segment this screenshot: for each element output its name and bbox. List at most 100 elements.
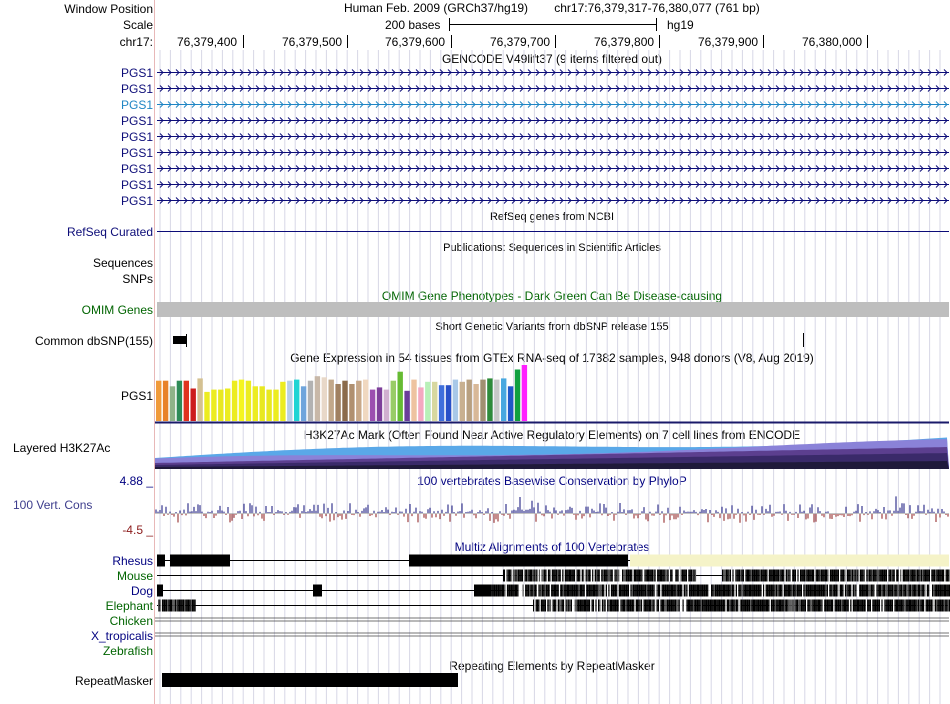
gtex-bar[interactable] (418, 387, 424, 421)
gtex-bar[interactable] (438, 385, 445, 421)
gtex-bar[interactable] (252, 386, 258, 421)
gencode-item-label-highlighted[interactable]: PGS1 (120, 98, 153, 112)
gtex-bar[interactable] (307, 380, 314, 421)
gtex-bar[interactable] (204, 391, 210, 421)
gencode-item-label[interactable]: PGS1 (120, 162, 153, 176)
gtex-bar[interactable] (501, 378, 507, 421)
gtex-bar[interactable] (363, 379, 369, 421)
gtex-bar[interactable] (231, 380, 238, 421)
gtex-bar[interactable] (156, 380, 162, 421)
gencode-item-label[interactable]: PGS1 (120, 82, 153, 96)
gtex-bar[interactable] (507, 386, 514, 421)
gtex-bar[interactable] (211, 389, 217, 421)
gtex-bar[interactable] (190, 388, 196, 422)
gtex-bar[interactable] (349, 384, 355, 421)
gtex-bar[interactable] (197, 378, 203, 421)
gtex-bar[interactable] (218, 389, 224, 421)
gtex-bar[interactable] (259, 386, 265, 421)
gencode-item-label[interactable]: PGS1 (120, 66, 153, 80)
snp-block[interactable] (173, 336, 186, 344)
gtex-bar[interactable] (480, 379, 486, 421)
alignment-base (648, 599, 650, 612)
gencode-item-label[interactable]: PGS1 (120, 130, 153, 144)
alignment-base (687, 599, 689, 612)
gtex-bar[interactable] (432, 381, 438, 421)
alignment-base (664, 584, 666, 597)
gencode-transcript[interactable] (157, 165, 949, 172)
gtex-bar[interactable] (245, 380, 252, 421)
gencode-transcript[interactable] (157, 133, 949, 140)
gencode-item-label[interactable]: PGS1 (120, 194, 153, 208)
h3k27ac-label[interactable]: Layered H3K27Ac (13, 441, 111, 455)
gencode-transcript[interactable] (157, 117, 949, 124)
gtex-bar[interactable] (169, 386, 176, 421)
gtex-bar[interactable] (452, 379, 459, 421)
gtex-bar[interactable] (238, 379, 245, 421)
gencode-transcript[interactable] (157, 101, 949, 108)
multiz-row-empty[interactable] (155, 617, 949, 622)
gtex-bar[interactable] (411, 379, 417, 421)
dbsnp-label[interactable]: Common dbSNP(155) (34, 334, 153, 348)
gtex-bar[interactable] (397, 371, 403, 421)
repeat-element[interactable] (162, 673, 458, 687)
gtex-bar[interactable] (287, 380, 293, 421)
alignment-base (515, 569, 517, 582)
multiz-species-mouse[interactable]: Mouse (116, 569, 153, 583)
gtex-bar[interactable] (383, 389, 390, 421)
gtex-bar[interactable] (328, 379, 334, 421)
gtex-bar[interactable] (183, 380, 189, 421)
gtex-bar[interactable] (466, 379, 472, 421)
multiz-species-elephant[interactable]: Elephant (105, 599, 153, 613)
gencode-item-label[interactable]: PGS1 (120, 146, 153, 160)
gtex-bar[interactable] (521, 365, 528, 421)
gencode-transcript[interactable] (157, 69, 949, 76)
gtex-bar[interactable] (369, 389, 376, 421)
gtex-bar[interactable] (356, 380, 362, 421)
gtex-label[interactable]: PGS1 (120, 389, 153, 403)
gtex-bar[interactable] (473, 384, 479, 421)
gtex-bar[interactable] (390, 380, 396, 421)
gtex-bar[interactable] (266, 389, 272, 421)
gtex-bar[interactable] (335, 384, 341, 421)
gencode-transcript[interactable] (157, 181, 949, 188)
gtex-bar[interactable] (445, 385, 452, 421)
multiz-row-rhesus[interactable] (157, 554, 949, 567)
gtex-bar[interactable] (321, 377, 327, 421)
gtex-bar[interactable] (176, 380, 183, 421)
gtex-bar[interactable] (280, 381, 286, 421)
multiz-species-chicken[interactable]: Chicken (109, 614, 153, 628)
gtex-bar[interactable] (294, 379, 300, 421)
multiz-species-dog[interactable]: Dog (130, 584, 153, 598)
multiz-species-zebrafish[interactable]: Zebrafish (102, 644, 153, 658)
gencode-item-label[interactable]: PGS1 (120, 114, 153, 128)
publications-label-snps[interactable]: SNPs (122, 272, 153, 286)
cons-label[interactable]: 100 Vert. Cons (13, 498, 93, 512)
gtex-bar[interactable] (404, 390, 410, 421)
gtex-bar[interactable] (342, 380, 348, 421)
gencode-transcript[interactable] (157, 85, 949, 92)
refseq-label[interactable]: RefSeq Curated (66, 225, 153, 239)
multiz-species-xtropicalis[interactable]: X_tropicalis (90, 629, 153, 643)
multiz-row-empty[interactable] (155, 632, 949, 637)
gtex-bar[interactable] (162, 380, 169, 421)
gencode-transcript[interactable] (157, 197, 949, 204)
gtex-bar[interactable] (314, 376, 321, 421)
repeatmasker-label[interactable]: RepeatMasker (74, 674, 153, 688)
gtex-bar[interactable] (425, 381, 431, 421)
omim-label[interactable]: OMIM Genes (81, 303, 153, 317)
gencode-transcript[interactable] (157, 149, 949, 156)
gtex-bar[interactable] (494, 379, 500, 421)
gtex-bar[interactable] (514, 369, 521, 422)
gtex-bar[interactable] (376, 387, 383, 421)
omim-gene-bar[interactable] (157, 302, 949, 317)
gtex-bar[interactable] (459, 381, 465, 421)
gtex-bar[interactable] (487, 378, 493, 421)
multiz-species-rhesus[interactable]: Rhesus (112, 554, 153, 568)
publications-label-sequences[interactable]: Sequences (92, 256, 153, 270)
gtex-bar[interactable] (300, 386, 307, 421)
gtex-bar[interactable] (273, 389, 279, 421)
gencode-item-label[interactable]: PGS1 (120, 178, 153, 192)
gtex-bar[interactable] (225, 388, 231, 422)
